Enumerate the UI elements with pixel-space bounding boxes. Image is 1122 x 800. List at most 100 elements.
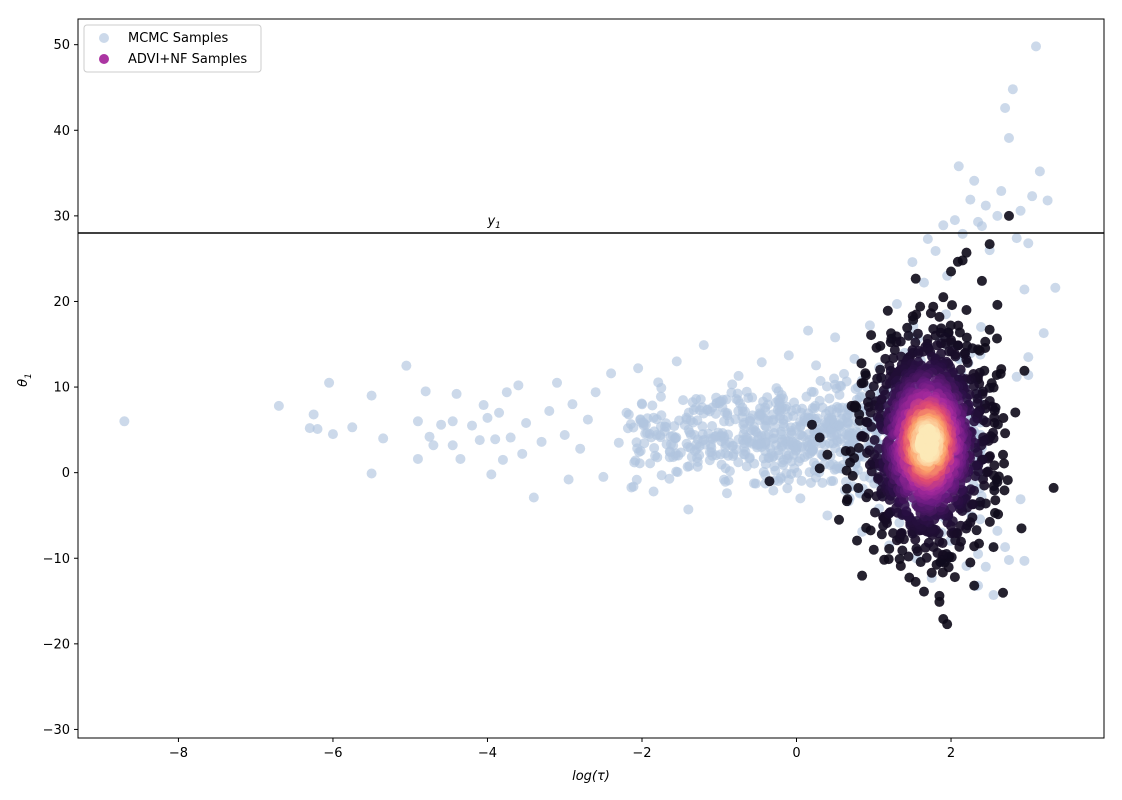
mcmc-point [759,413,770,424]
y-tick-label: −20 [43,637,70,652]
mcmc-point [957,228,968,239]
mcmc-point [528,492,539,503]
mcmc-point [739,442,750,453]
mcmc-point [687,397,698,408]
mcmc-point [740,406,751,417]
advi-point [976,275,987,286]
mcmc-point [648,486,659,497]
mcmc-point [824,393,835,404]
advi-point [904,572,915,583]
mcmc-point [653,377,664,388]
mcmc-point [490,434,501,445]
advi-point [989,460,1000,471]
mcmc-point [953,161,964,172]
reference-line-label: y1 [486,214,500,231]
mcmc-point [412,453,423,464]
mcmc-point [582,414,593,425]
mcmc-point [803,408,814,419]
advi-point [962,357,973,368]
mcmc-point [859,471,870,482]
mcmc-point [763,429,774,440]
advi-point [947,300,958,311]
mcmc-point [810,400,821,411]
advi-point [1016,523,1027,534]
x-axis: −8 −6 −4 −2 0 2 [169,738,955,761]
mcmc-point [776,437,787,448]
advi-point [988,542,999,553]
mcmc-point [733,370,744,381]
mcmc-point [683,504,694,515]
mcmc-point [980,561,991,572]
advi-point [911,543,922,554]
advi-point [938,614,949,625]
mcmc-point [773,445,784,456]
advi-points-group [764,210,1059,630]
advi-point [888,353,899,364]
advi-point [972,398,983,409]
mcmc-point [782,483,793,494]
mcmc-point [992,210,1003,221]
mcmc-point [975,514,986,525]
mcmc-point [494,407,505,418]
mcmc-point [401,360,412,371]
mcmc-point [907,257,918,268]
mcmc-point [976,221,987,232]
advi-point [865,389,876,400]
mcmc-point [447,440,458,451]
mcmc-point [1027,191,1038,202]
mcmc-point [847,436,858,447]
mcmc-point [642,413,653,424]
mcmc-point [795,420,806,431]
advi-point [853,483,864,494]
advi-point [992,299,1003,310]
advi-point [961,332,972,343]
advi-point [814,463,825,474]
mcmc-point [752,439,763,450]
legend-marker-mcmc [99,33,109,43]
mcmc-point [938,220,949,231]
advi-point [853,442,864,453]
advi-point [847,470,858,481]
mcmc-point [819,417,830,428]
mcmc-point [626,482,637,493]
advi-point [876,372,887,383]
advi-point [949,572,960,583]
mcmc-point [768,485,779,496]
mcmc-point [1031,41,1042,52]
advi-point [883,554,894,565]
advi-point [967,512,978,523]
mcmc-point [636,398,647,409]
advi-point [984,324,995,335]
advi-point [857,570,868,581]
mcmc-point [996,186,1007,197]
mcmc-point [832,461,843,472]
advi-point [969,541,980,552]
advi-point [822,449,833,460]
y-tick-label: 0 [62,466,70,481]
mcmc-point [467,420,478,431]
mcmc-point [1000,103,1011,114]
mcmc-point [567,399,578,410]
advi-point [991,369,1002,380]
mcmc-point [679,419,690,430]
advi-point [1002,475,1013,486]
advi-point [922,434,933,445]
mcmc-point [412,416,423,427]
advi-point [870,507,881,518]
mcmc-point [744,453,755,464]
advi-point [869,435,880,446]
mcmc-point [790,442,801,453]
advi-point [910,337,921,348]
advi-point [897,545,908,556]
mcmc-point [505,432,516,443]
y-tick-label: 50 [53,38,70,53]
advi-point [903,330,914,341]
mcmc-point [304,423,315,434]
advi-point [868,381,879,392]
mcmc-point [988,590,999,601]
mcmc-point [664,473,675,484]
mcmc-point [623,409,634,420]
mcmc-point [778,460,789,471]
mcmc-point [726,387,737,398]
